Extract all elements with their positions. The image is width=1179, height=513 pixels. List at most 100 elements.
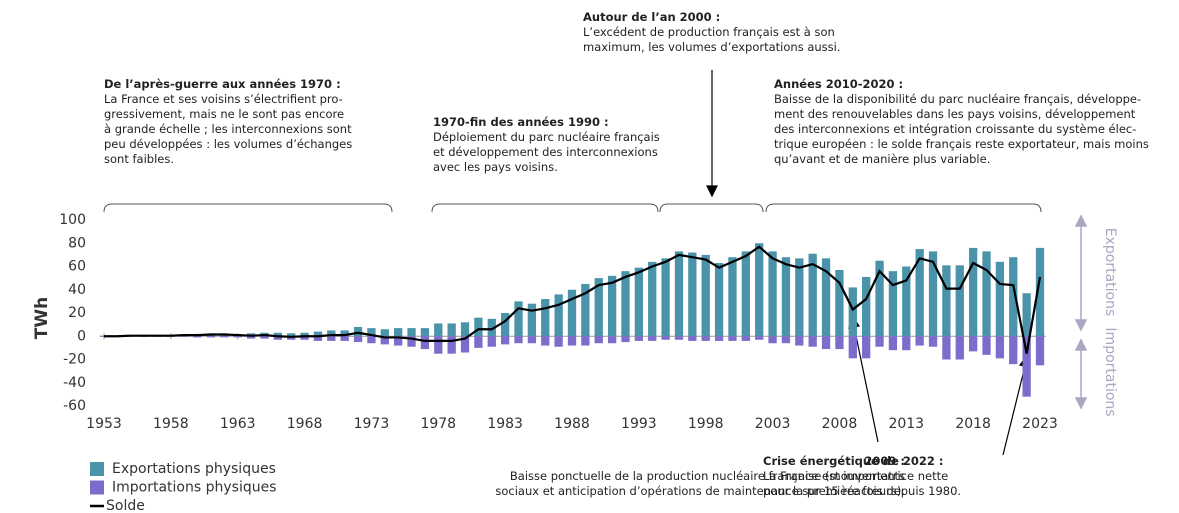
x-tick-label: 2013	[888, 416, 924, 432]
bar	[862, 276, 871, 337]
bar	[674, 336, 684, 340]
bar	[995, 261, 1005, 337]
bar	[848, 287, 857, 337]
bar	[888, 271, 898, 337]
bar	[460, 336, 470, 353]
bar	[955, 336, 964, 360]
bar	[607, 275, 617, 337]
bar	[982, 251, 991, 337]
bar	[701, 254, 710, 337]
annotation-text: pour la première fois depuis 1980.	[763, 484, 962, 498]
bar	[180, 336, 189, 337]
bar	[447, 323, 456, 337]
bar	[581, 336, 590, 346]
annotation-text: sont faibles.	[104, 152, 174, 166]
annotation-title: Années 2010-2020 :	[774, 77, 904, 91]
bar	[1009, 257, 1018, 337]
bar	[928, 336, 938, 347]
annotation-text: peu développées : les volumes d’échanges	[104, 137, 353, 151]
bar	[367, 328, 376, 337]
bar	[674, 251, 684, 337]
bar	[968, 247, 978, 337]
x-tick-label: 1988	[554, 416, 590, 432]
bar	[287, 333, 296, 337]
bar	[487, 318, 496, 337]
bar	[474, 317, 483, 337]
y-tick-label: -20	[63, 352, 86, 368]
annotation: Crise énergétique de 2022 : La France est…	[763, 454, 961, 499]
bar	[714, 336, 724, 341]
bar	[447, 336, 456, 354]
annotation-text: Baisse de la disponibilité du parc nuclé…	[774, 92, 1142, 106]
annotation-text: et développement des interconnexions	[433, 145, 658, 159]
bar	[634, 267, 644, 337]
annotation-text: à grande échelle ; les interconnexions s…	[104, 122, 352, 136]
bar	[902, 336, 911, 351]
legend-label: Solde	[106, 498, 145, 513]
annotation-text: L’excédent de production français est à …	[583, 25, 835, 39]
bar	[273, 332, 282, 337]
annotation-text: Baisse ponctuelle de la production nuclé…	[509, 469, 905, 483]
bar	[795, 258, 804, 337]
bar	[821, 258, 831, 337]
bar	[260, 336, 269, 339]
bar	[394, 328, 403, 337]
legend-swatch	[90, 480, 104, 495]
bar	[300, 332, 309, 337]
bar	[407, 336, 416, 347]
bar	[634, 336, 644, 341]
x-tick-label: 1963	[220, 416, 256, 432]
legend-label: Exportations physiques	[112, 461, 276, 477]
bar	[541, 299, 550, 337]
annotation-title: 2009 :	[864, 454, 905, 468]
x-tick-label: 2008	[822, 416, 858, 432]
bar	[661, 336, 670, 340]
y-axis-label: TWh	[32, 297, 52, 339]
bar	[728, 336, 737, 341]
bar	[487, 336, 496, 347]
bar	[541, 336, 550, 346]
bar	[474, 336, 483, 348]
bar	[340, 336, 349, 341]
annotation-text: Déploiement du parc nucléaire français	[433, 130, 660, 144]
x-tick-label: 1993	[621, 416, 657, 432]
legend-swatch	[90, 462, 104, 476]
bar	[313, 331, 323, 337]
bar	[554, 294, 563, 337]
bar	[968, 336, 978, 352]
bar	[434, 323, 443, 337]
annotation-text: ment des renouvelables dans les pays voi…	[774, 107, 1136, 121]
annotation-title: 1970-fin des années 1990 :	[433, 115, 609, 129]
annotation-text: des interconnexions et intégration crois…	[774, 122, 1137, 136]
side-label: Importations	[1102, 327, 1118, 416]
x-tick-label: 1958	[153, 416, 189, 432]
bar	[380, 329, 389, 337]
x-tick-label: 1998	[688, 416, 724, 432]
bar	[500, 336, 510, 345]
bar	[795, 336, 804, 346]
x-tick-label: 1978	[420, 416, 456, 432]
bar	[407, 328, 416, 337]
x-tick-label: 2023	[1022, 416, 1058, 432]
bar	[1022, 293, 1031, 337]
side-label: Exportations	[1102, 228, 1118, 317]
bar	[942, 336, 951, 360]
bar	[340, 330, 349, 337]
bar	[434, 336, 443, 354]
solde-line	[104, 245, 1042, 354]
bar	[500, 313, 510, 337]
bar	[514, 336, 523, 344]
y-tick-label: 0	[77, 328, 86, 344]
bar	[741, 251, 750, 337]
bar	[942, 265, 951, 337]
bar	[327, 336, 336, 341]
bar	[1009, 336, 1018, 365]
bar	[1035, 247, 1045, 337]
bar	[420, 328, 430, 337]
annotation-text: gressivement, mais ne le sont pas encore	[104, 107, 345, 121]
bar	[821, 336, 831, 350]
bar	[728, 257, 737, 337]
bar	[928, 251, 938, 337]
bar	[781, 257, 791, 337]
bar	[420, 336, 430, 350]
